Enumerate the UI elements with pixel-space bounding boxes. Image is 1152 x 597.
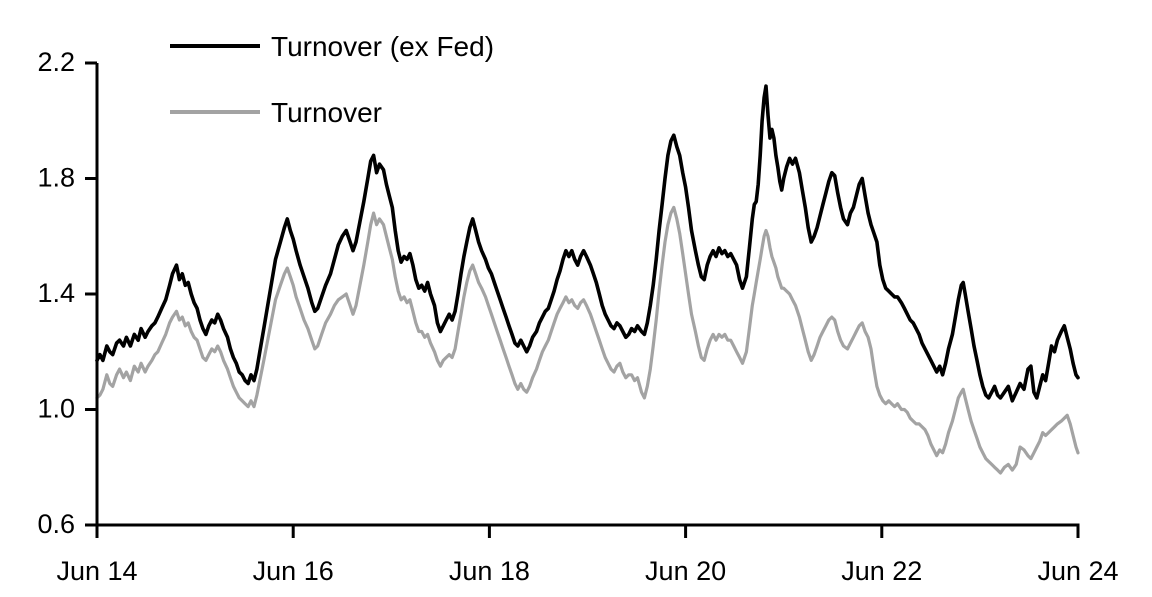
x-tick-label: Jun 20: [645, 556, 726, 586]
x-tick-label: Jun 24: [1037, 556, 1118, 586]
x-tick-label: Jun 22: [841, 556, 922, 586]
x-tick-label: Jun 14: [56, 556, 137, 586]
y-tick-label: 0.6: [37, 509, 75, 539]
y-tick-label: 1.0: [37, 394, 75, 424]
y-axis-ticks: [85, 61, 97, 527]
legend-label-turnover: Turnover: [271, 97, 382, 128]
x-axis-ticks: [95, 525, 1080, 538]
x-tick-label: Jun 18: [449, 556, 530, 586]
y-tick-label: 2.2: [37, 47, 75, 77]
legend-label-turnover-ex-fed: Turnover (ex Fed): [271, 31, 494, 62]
series-line-turnover: [95, 205, 1080, 475]
series-line-turnover-ex-fed: [95, 84, 1080, 403]
y-tick-label: 1.8: [37, 163, 75, 193]
y-tick-label: 1.4: [37, 278, 75, 308]
y-axis-tick-labels: 0.6 1.0 1.4 1.8 2.2: [37, 47, 75, 539]
x-axis-tick-labels: Jun 14 Jun 16 Jun 18 Jun 20 Jun 22 Jun 24: [56, 556, 1118, 586]
x-tick-label: Jun 16: [253, 556, 334, 586]
legend: Turnover (ex Fed) Turnover: [170, 31, 494, 128]
plot-area: [95, 84, 1080, 475]
axes: 0.6 1.0 1.4 1.8 2.2 Jun 14 Jun 16 Jun 18 Jun 20…: [37, 47, 1118, 586]
